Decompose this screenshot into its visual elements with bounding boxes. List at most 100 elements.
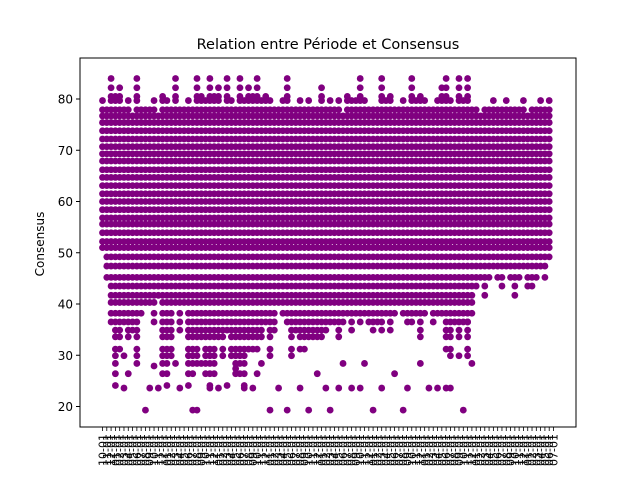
data-point [266,406,274,414]
data-point [348,384,356,392]
data-point [240,370,248,378]
data-point [193,75,201,82]
data-point [116,93,124,100]
x-tick-label: 07-01 [548,434,561,466]
data-point [442,75,450,82]
data-point [537,97,545,104]
y-tick-label: 70 [58,144,73,158]
data-point [133,333,141,341]
data-point [447,97,454,104]
data-point [464,326,471,334]
data-point [318,93,325,100]
data-point [408,84,416,92]
data-point [541,262,549,270]
data-point [442,84,450,92]
data-point [150,309,158,317]
data-point [464,93,471,100]
data-point [305,406,313,414]
data-point [455,326,463,334]
data-point [283,406,291,414]
data-point [111,370,119,378]
y-tick-label: 30 [58,349,73,363]
data-point [253,75,261,82]
data-point [545,166,553,174]
data-point [305,97,313,104]
data-point [210,360,218,367]
data-point [172,84,179,92]
data-point [193,352,201,360]
data-point [511,282,519,290]
data-point [206,84,214,92]
data-point [356,93,364,100]
data-point [468,291,476,299]
data-point [545,214,553,222]
data-point [193,406,201,414]
data-point [545,135,553,143]
data-point [335,97,343,104]
data-point [545,112,553,120]
data-point [399,97,407,104]
y-tick-label: 40 [58,298,73,312]
data-point [455,75,463,82]
data-point [107,75,115,82]
data-point [163,370,171,378]
data-point [193,84,201,92]
chart-title: Relation entre Période et Consensus [197,37,460,53]
data-point [545,238,553,245]
data-point [391,370,398,378]
data-point [545,206,553,214]
data-point [511,291,519,299]
data-point [253,370,261,378]
data-point [258,326,265,334]
data-point [356,318,364,326]
data-point [464,75,471,82]
data-point [133,352,141,360]
data-point [545,220,553,228]
data-point [288,333,295,341]
data-point [520,97,527,104]
data-point [485,273,493,281]
data-point [447,333,454,341]
data-point [545,97,553,104]
data-point [288,352,295,360]
data-point [146,384,154,392]
data-point [455,84,463,92]
data-point [163,382,171,389]
data-point [369,406,377,414]
data-point [369,326,377,334]
data-point [447,345,454,353]
data-point [468,360,476,367]
y-axis-label: Consensus [33,212,47,277]
data-point [133,93,141,100]
data-point [489,97,497,104]
data-point [275,384,282,392]
data-point [163,360,171,367]
data-point [167,326,175,334]
data-point [416,93,424,100]
data-point [206,384,214,392]
data-point [167,309,175,317]
data-point [266,345,274,353]
data-point [335,106,343,114]
data-point [528,282,536,290]
data-point [258,333,265,341]
data-point [223,382,231,389]
data-point [378,93,386,100]
data-point [283,75,291,82]
data-point [434,384,441,392]
data-point [464,333,471,341]
data-point [408,75,416,82]
data-point [262,93,270,100]
data-point [464,352,471,360]
data-point [197,93,205,100]
data-point [416,318,424,326]
data-point [386,326,394,334]
data-point [416,326,424,334]
data-point [356,75,364,82]
data-point [378,84,386,92]
data-point [386,93,394,100]
data-point [464,318,471,326]
data-point [124,97,132,104]
data-point [459,406,467,414]
data-point [176,318,184,326]
